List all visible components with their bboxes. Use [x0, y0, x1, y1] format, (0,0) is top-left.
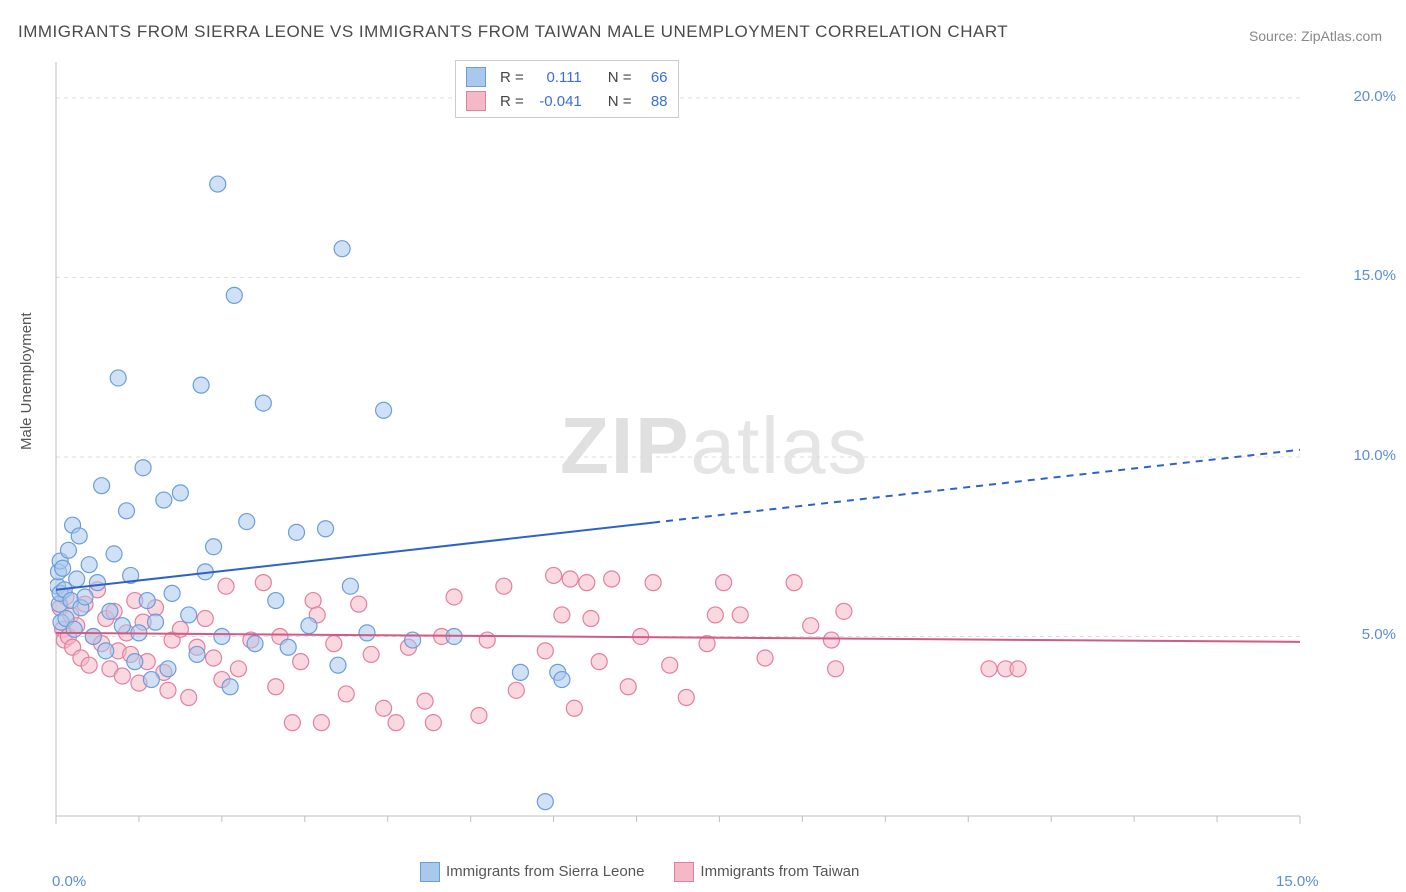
- y-tick-label: 15.0%: [1353, 267, 1396, 284]
- n-value: 88: [640, 93, 668, 110]
- n-label: N =: [608, 69, 632, 86]
- r-value: -0.041: [532, 93, 582, 110]
- x-tick-label: 15.0%: [1276, 873, 1319, 890]
- r-value: 0.111: [532, 69, 582, 86]
- r-label: R =: [500, 69, 524, 86]
- r-label: R =: [500, 93, 524, 110]
- x-tick-label: 0.0%: [52, 873, 86, 890]
- y-tick-label: 5.0%: [1362, 626, 1396, 643]
- legend-text: Immigrants from Taiwan: [700, 863, 859, 880]
- n-value: 66: [640, 69, 668, 86]
- legend-swatch-icon: [466, 91, 486, 111]
- y-tick-label: 10.0%: [1353, 447, 1396, 464]
- source-attribution: Source: ZipAtlas.com: [1249, 28, 1382, 44]
- correlation-stats-box: R = 0.111 N = 66 R = -0.041 N = 88: [455, 60, 679, 118]
- chart-title: IMMIGRANTS FROM SIERRA LEONE VS IMMIGRAN…: [18, 22, 1008, 42]
- y-tick-label: 20.0%: [1353, 88, 1396, 105]
- legend-swatch-icon: [466, 67, 486, 87]
- legend-text: Immigrants from Sierra Leone: [446, 863, 644, 880]
- legend-item: Immigrants from Sierra Leone: [420, 862, 644, 882]
- legend-item: Immigrants from Taiwan: [674, 862, 859, 882]
- scatter-chart: [50, 56, 1350, 846]
- stats-row: R = -0.041 N = 88: [466, 89, 668, 113]
- series-legend: Immigrants from Sierra Leone Immigrants f…: [420, 862, 859, 882]
- stats-row: R = 0.111 N = 66: [466, 65, 668, 89]
- legend-swatch-icon: [674, 862, 694, 882]
- n-label: N =: [608, 93, 632, 110]
- y-axis-label: Male Unemployment: [18, 312, 35, 450]
- legend-swatch-icon: [420, 862, 440, 882]
